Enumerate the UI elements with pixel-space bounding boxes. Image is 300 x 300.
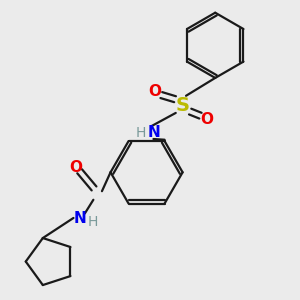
Text: O: O (70, 160, 83, 175)
Text: H: H (135, 126, 146, 140)
Text: S: S (176, 96, 190, 115)
Text: N: N (73, 211, 86, 226)
Text: O: O (148, 84, 162, 99)
Text: O: O (200, 112, 213, 127)
Text: H: H (88, 215, 98, 229)
Text: N: N (148, 125, 160, 140)
